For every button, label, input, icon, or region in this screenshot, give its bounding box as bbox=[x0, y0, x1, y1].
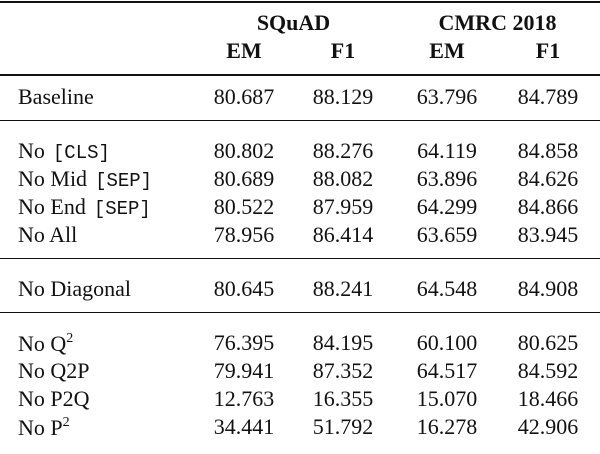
label-text: No Q2P bbox=[18, 358, 90, 383]
cell: 64.548 bbox=[416, 276, 478, 301]
cell: 80.689 bbox=[213, 166, 275, 191]
cell: 34.441 bbox=[213, 414, 275, 439]
cell: 12.763 bbox=[213, 386, 275, 411]
row-label: No Q2 bbox=[18, 332, 73, 355]
cell: 84.858 bbox=[517, 138, 579, 163]
cell: 60.100 bbox=[416, 330, 478, 355]
cell: 63.659 bbox=[416, 222, 478, 247]
cell: 63.896 bbox=[416, 166, 478, 191]
rule bbox=[0, 1, 600, 3]
column-header: F1 bbox=[330, 38, 356, 63]
label-text: No Diagonal bbox=[18, 276, 132, 301]
cell: 64.119 bbox=[417, 138, 477, 163]
cell: 63.796 bbox=[416, 84, 478, 109]
label-text: No Mid bbox=[18, 166, 88, 191]
cell: 15.070 bbox=[416, 386, 478, 411]
rule bbox=[0, 120, 600, 122]
label-text: No Q bbox=[18, 331, 67, 356]
label-text: No bbox=[18, 138, 45, 163]
cell: 78.956 bbox=[213, 222, 275, 247]
cell: 84.789 bbox=[517, 84, 579, 109]
row-label: No Q2P bbox=[18, 360, 90, 382]
label-superscript: 2 bbox=[62, 415, 70, 430]
cell: 76.395 bbox=[213, 330, 275, 355]
row-label: No All bbox=[18, 224, 77, 246]
cell: 84.626 bbox=[517, 166, 579, 191]
cell: 80.645 bbox=[213, 276, 275, 301]
label-text: No P2Q bbox=[18, 386, 90, 411]
row-label: Baseline bbox=[18, 86, 94, 108]
cell: 80.522 bbox=[213, 194, 275, 219]
label-code: [SEP] bbox=[95, 170, 153, 192]
cell: 64.299 bbox=[416, 194, 478, 219]
column-header: EM bbox=[429, 38, 465, 63]
row-label: No End [SEP] bbox=[18, 196, 151, 219]
cell: 80.625 bbox=[517, 330, 579, 355]
label-text: Baseline bbox=[18, 84, 94, 109]
cell: 87.352 bbox=[312, 358, 374, 383]
cell: 88.241 bbox=[312, 276, 374, 301]
cell: 87.959 bbox=[312, 194, 374, 219]
cell: 51.792 bbox=[312, 414, 374, 439]
cell: 80.802 bbox=[213, 138, 275, 163]
rule bbox=[0, 258, 600, 260]
cell: 88.276 bbox=[312, 138, 374, 163]
group-header: SQuAD bbox=[256, 10, 331, 35]
rule bbox=[0, 312, 600, 314]
row-label: No [CLS] bbox=[18, 140, 110, 163]
label-superscript: 2 bbox=[66, 331, 74, 346]
label-text: No End bbox=[18, 194, 86, 219]
column-header: EM bbox=[226, 38, 262, 63]
cell: 86.414 bbox=[312, 222, 374, 247]
cell: 84.592 bbox=[517, 358, 579, 383]
cell: 16.278 bbox=[416, 414, 478, 439]
cell: 80.687 bbox=[213, 84, 275, 109]
group-header: CMRC 2018 bbox=[438, 10, 557, 35]
cell: 64.517 bbox=[416, 358, 478, 383]
cell: 79.941 bbox=[213, 358, 275, 383]
cell: 84.866 bbox=[517, 194, 579, 219]
cell: 18.466 bbox=[517, 386, 579, 411]
label-code: [CLS] bbox=[52, 142, 110, 164]
label-text: No All bbox=[18, 222, 78, 247]
row-label: No P2 bbox=[18, 416, 70, 439]
cell: 88.129 bbox=[312, 84, 374, 109]
cell: 84.195 bbox=[312, 330, 374, 355]
cell: 16.355 bbox=[312, 386, 374, 411]
cell: 88.082 bbox=[312, 166, 374, 191]
row-label: No P2Q bbox=[18, 388, 90, 410]
label-text: No P bbox=[18, 415, 63, 440]
cell: 84.908 bbox=[517, 276, 579, 301]
label-code: [SEP] bbox=[93, 198, 151, 220]
rule bbox=[0, 74, 600, 76]
cell: 83.945 bbox=[517, 222, 579, 247]
row-label: No Diagonal bbox=[18, 278, 131, 300]
column-header: F1 bbox=[535, 38, 561, 63]
cell: 42.906 bbox=[517, 414, 579, 439]
row-label: No Mid [SEP] bbox=[18, 168, 152, 191]
